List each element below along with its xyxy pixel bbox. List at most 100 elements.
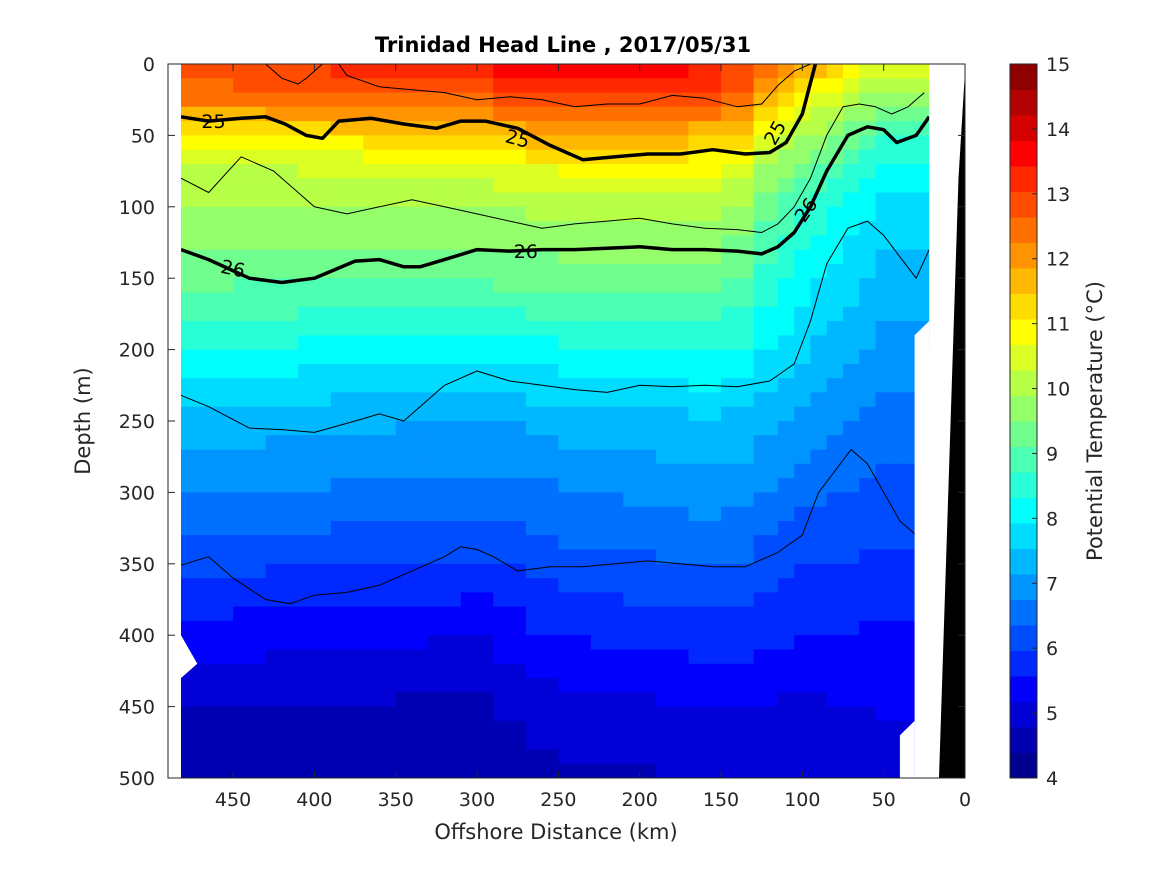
field-cell xyxy=(298,449,332,465)
field-cell xyxy=(198,349,234,365)
field-cell xyxy=(753,578,779,593)
field-cell xyxy=(298,406,332,422)
field-cell xyxy=(810,478,828,493)
field-cell xyxy=(493,578,527,593)
field-cell xyxy=(753,449,779,465)
field-cell xyxy=(875,106,893,122)
field-cell xyxy=(810,678,828,693)
field-cell xyxy=(198,592,234,608)
field-cell xyxy=(843,620,860,636)
field-cell xyxy=(428,720,462,736)
field-cell xyxy=(460,292,494,308)
field-cell xyxy=(843,749,860,765)
field-cell xyxy=(493,635,527,651)
field-cell xyxy=(794,606,812,622)
field-cell xyxy=(428,592,462,608)
field-cell xyxy=(265,606,299,622)
colorbar-tick-label: 7 xyxy=(1046,573,1058,595)
field-cell xyxy=(777,149,795,165)
field-cell xyxy=(590,463,624,479)
field-cell xyxy=(777,435,795,451)
field-cell xyxy=(590,135,624,151)
field-cell xyxy=(794,763,812,778)
field-cell xyxy=(891,121,909,136)
field-cell xyxy=(233,92,267,108)
field-cell xyxy=(558,521,592,536)
field-cell xyxy=(298,206,332,222)
field-cell xyxy=(233,363,267,379)
colorbar-swatch xyxy=(1010,701,1037,728)
field-cell xyxy=(875,692,893,708)
field-cell xyxy=(493,321,527,336)
field-cell xyxy=(493,135,527,151)
field-cell xyxy=(753,620,779,636)
field-cell xyxy=(198,335,234,351)
field-cell xyxy=(875,592,893,608)
field-cell xyxy=(428,349,462,365)
field-cell xyxy=(330,463,364,479)
field-cell xyxy=(777,563,795,579)
field-cell xyxy=(810,592,828,608)
field-cell xyxy=(753,178,779,194)
field-cell xyxy=(363,463,397,479)
field-cell xyxy=(590,363,624,379)
field-cell xyxy=(721,763,755,778)
field-cell xyxy=(233,135,267,151)
field-cell xyxy=(688,463,722,479)
field-cell xyxy=(330,578,364,593)
field-cell xyxy=(794,378,812,394)
field-cell xyxy=(298,763,332,778)
field-cell xyxy=(623,649,657,665)
field-cell xyxy=(558,392,592,408)
field-cell xyxy=(298,663,332,679)
field-cell xyxy=(859,263,877,279)
field-cell xyxy=(265,692,299,708)
field-cell xyxy=(859,578,877,593)
field-cell xyxy=(794,192,812,208)
field-cell xyxy=(493,421,527,436)
field-cell xyxy=(859,663,877,679)
field-cell xyxy=(891,164,909,179)
field-cell xyxy=(826,763,844,778)
field-cell xyxy=(428,506,462,522)
field-cell xyxy=(265,592,299,608)
y-axis-label: Depth (m) xyxy=(71,367,95,474)
field-cell xyxy=(363,378,397,394)
field-cell xyxy=(753,206,779,222)
field-cell xyxy=(826,563,844,579)
field-cell xyxy=(590,435,624,451)
field-cell xyxy=(688,406,722,422)
field-cell xyxy=(891,521,909,536)
data-gap xyxy=(914,321,933,778)
field-cell xyxy=(843,435,860,451)
field-cell xyxy=(810,249,828,265)
field-cell xyxy=(395,349,429,365)
field-cell xyxy=(891,649,909,665)
field-cell xyxy=(843,378,860,394)
field-cell xyxy=(810,121,828,136)
field-cell xyxy=(721,663,755,679)
field-cell xyxy=(428,321,462,336)
field-cell xyxy=(656,378,690,394)
field-cell xyxy=(875,335,893,351)
field-cell xyxy=(875,378,893,394)
field-cell xyxy=(363,221,397,236)
field-cell xyxy=(233,78,267,94)
field-cell xyxy=(525,620,559,636)
field-cell xyxy=(908,64,934,79)
field-cell xyxy=(330,563,364,579)
field-cell xyxy=(558,720,592,736)
field-cell xyxy=(363,635,397,651)
field-cell xyxy=(460,592,494,608)
field-cell xyxy=(843,478,860,493)
field-cell xyxy=(623,363,657,379)
field-cell xyxy=(395,363,429,379)
field-cell xyxy=(656,135,690,151)
field-cell xyxy=(460,549,494,565)
field-cell xyxy=(395,620,429,636)
field-cell xyxy=(428,563,462,579)
field-cell xyxy=(395,678,429,693)
field-cell xyxy=(460,335,494,351)
colorbar-tick-label: 11 xyxy=(1046,314,1070,336)
field-cell xyxy=(721,206,755,222)
